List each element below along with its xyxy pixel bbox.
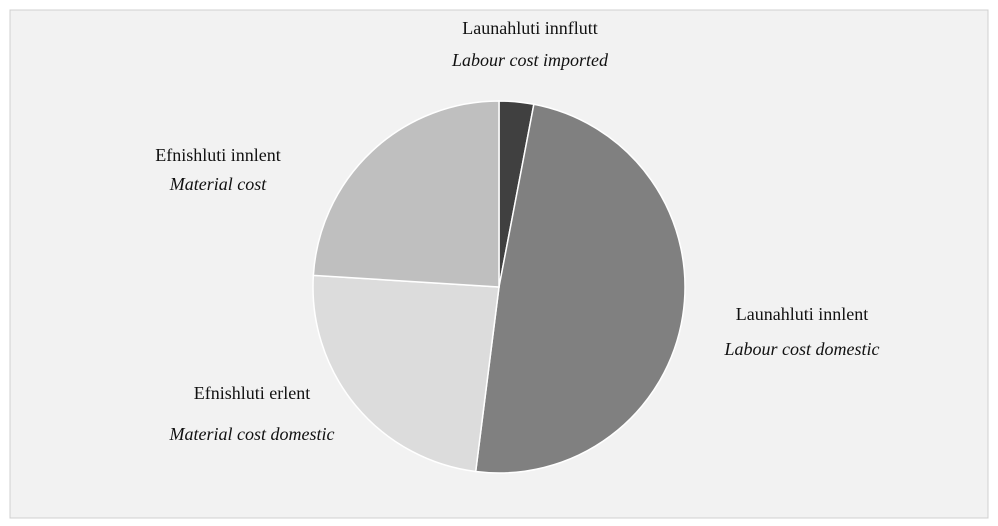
slice-label: Efnishluti innlent <box>155 145 281 165</box>
pie-slice <box>312 100 500 288</box>
slice-label: Efnishluti erlent <box>194 383 310 403</box>
slice-label: Launahluti innlent <box>736 304 868 324</box>
pie-slice <box>312 274 500 473</box>
pie-slice <box>474 103 686 474</box>
slice-label: Launahluti innflutt <box>462 18 597 38</box>
slice-label-translation: Labour cost imported <box>451 50 609 70</box>
slice-label-translation: Material cost domestic <box>169 424 335 444</box>
slice-label-translation: Material cost <box>169 174 267 194</box>
slice-label-translation: Labour cost domestic <box>724 339 880 359</box>
